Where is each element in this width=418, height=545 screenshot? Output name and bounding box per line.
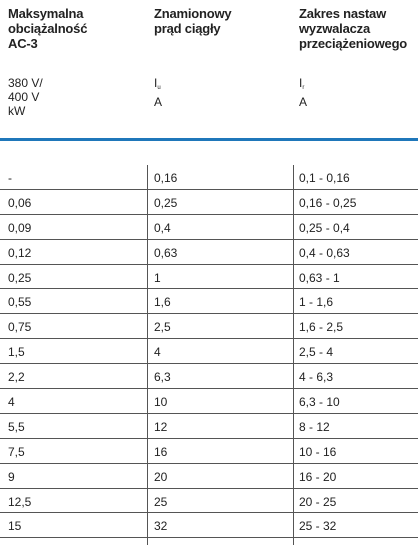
column-divider [293,165,294,545]
table-row: 12,5 25 20 - 25 [0,489,418,514]
cell-rated-current: 6,3 [154,370,171,385]
cell-power: 0,09 [8,220,32,235]
cell-power: 7,5 [8,444,25,459]
cell-overload-range: 8 - 12 [299,419,330,434]
header-divider [0,138,418,141]
cell-rated-current: 4 [154,345,161,360]
cell-overload-range: 1,6 - 2,5 [299,320,344,335]
cell-overload-range: 0,25 - 0,4 [299,220,350,235]
cell-power: 5,5 [8,419,25,434]
cell-rated-current: 1,6 [154,295,171,310]
cell-overload-range: 16 - 20 [299,469,337,484]
table-row: 1,5 4 2,5 - 4 [0,339,418,365]
cell-overload-range: 2,5 - 4 [299,345,334,360]
table-row: 0,09 0,4 0,25 - 0,4 [0,215,418,240]
cell-overload-range: 25 - 32 [299,519,337,534]
table-row: 5,5 12 8 - 12 [0,414,418,439]
cell-overload-range: 0,16 - 0,25 [299,195,357,210]
cell-power: 0,75 [8,320,32,335]
cell-overload-range: 0,63 - 1 [299,270,340,285]
table-row: 4 10 6,3 - 10 [0,389,418,414]
cell-rated-current: 0,63 [154,245,178,260]
header-col-power: Maksymalna obciążalność AC-3 380 V/ 400 … [8,6,146,118]
unit-a: A [299,95,308,109]
cell-power: 9 [8,469,15,484]
cell-overload-range: 0,1 - 0,16 [299,171,350,185]
cell-overload-range: 1 - 1,6 [299,295,334,310]
table-row: 9 20 16 - 20 [0,464,418,489]
cell-rated-current: 0,25 [154,195,178,210]
table-header: Maksymalna obciążalność AC-3 380 V/ 400 … [0,0,418,140]
header-title-power: Maksymalna obciążalność AC-3 [8,6,88,51]
table-row: 2,2 6,3 4 - 6,3 [0,364,418,389]
cell-power: - [8,171,12,185]
table-row: - 0,16 0,1 - 0,16 [0,165,418,190]
cell-rated-current: 25 [154,494,168,509]
symbol-ir: I [299,76,303,90]
header-title-rated-current: Znamionowy prąd ciągły [154,6,232,36]
cell-rated-current: 10 [154,395,168,410]
cell-rated-current: 32 [154,519,168,534]
table-row: 0,12 0,63 0,4 - 0,63 [0,240,418,265]
header-title-overload-range: Zakres nastaw wyzwalacza przeciążenioweg… [299,6,408,51]
table-row: 7,5 16 10 - 16 [0,439,418,464]
column-divider [147,165,148,545]
table-row: 15 32 25 - 32 [0,513,418,539]
cell-overload-range: 20 - 25 [299,494,337,509]
cell-overload-range: 6,3 - 10 [299,395,340,410]
table-row: 0,25 1 0,63 - 1 [0,265,418,290]
subscript-r: r [302,85,305,91]
header-col-rated-current: Znamionowy prąd ciągły Iu A [154,6,292,109]
cell-power: 0,06 [8,195,32,210]
cell-power: 1,5 [8,345,25,360]
cell-power: 4 [8,395,15,410]
header-unit-rated-current: Iu A [154,76,162,109]
table-row: 0,06 0,25 0,16 - 0,25 [0,190,418,215]
table-body: -0,16 0,1 - 0,16 0,06 0,25 0,16 - 0,25 0,09 0,… [0,165,418,539]
cell-rated-current: 16 [154,444,168,459]
cell-power: 2,2 [8,370,25,385]
header-col-overload-range: Zakres nastaw wyzwalacza przeciążenioweg… [299,6,417,109]
header-unit-power: 380 V/ 400 V kW [8,76,43,118]
cell-power: 12,5 [8,494,32,509]
cell-rated-current: 0,4 [154,220,171,235]
table-row: 0,75 2,5 1,6 - 2,5 [0,314,418,340]
cell-power: 0,55 [8,295,32,310]
cell-overload-range: 0,4 - 0,63 [299,245,350,260]
symbol-iu: I [154,76,158,90]
cell-power: 0,25 [8,270,32,285]
cell-power: 0,12 [8,245,32,260]
header-unit-overload-range: Ir A [299,76,307,109]
table-row: 0,55 1,6 1 - 1,6 [0,289,418,315]
cell-rated-current: 12 [154,419,168,434]
cell-overload-range: 4 - 6,3 [299,370,334,385]
subscript-u: u [157,85,161,91]
cell-power: 15 [8,519,22,534]
cell-rated-current: 0,16 [154,171,178,185]
cell-rated-current: 20 [154,469,168,484]
cell-rated-current: 2,5 [154,320,171,335]
cell-rated-current: 1 [154,270,161,285]
unit-a: A [154,95,163,109]
cell-overload-range: 10 - 16 [299,444,337,459]
